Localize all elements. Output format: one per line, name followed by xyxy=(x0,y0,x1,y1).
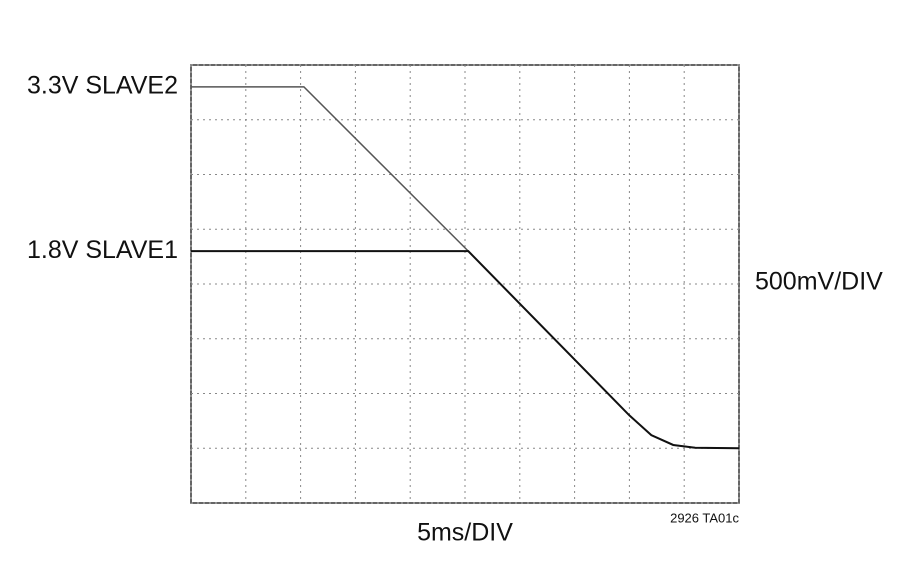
figure-id: 2926 TA01c xyxy=(670,510,739,525)
legend-label: 3.3V SLAVE2 xyxy=(27,72,178,100)
x-scale-label: 5ms/DIV xyxy=(417,519,513,547)
series-line xyxy=(191,250,740,450)
series-line xyxy=(191,86,740,449)
y-scale-label: 500mV/DIV xyxy=(755,268,883,296)
legend-label: 1.8V SLAVE1 xyxy=(27,236,178,264)
